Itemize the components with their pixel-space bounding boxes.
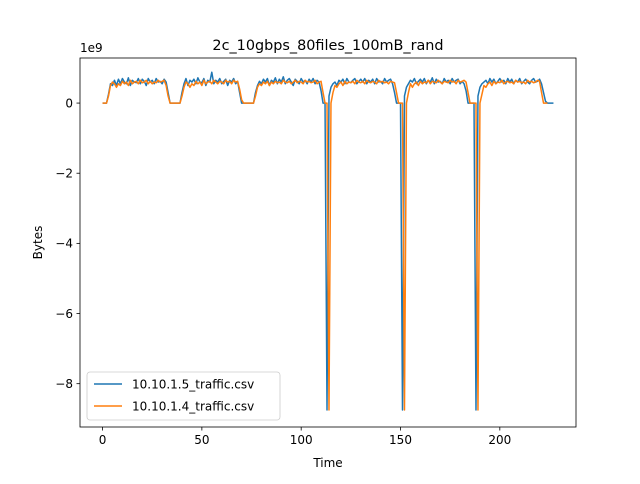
- chart-title: 2c_10gbps_80files_100mB_rand: [212, 38, 443, 54]
- y-tick-label: −8: [55, 377, 73, 391]
- y-axis-ticks: −8 −6 −4 −2 0: [55, 96, 80, 391]
- y-tick-label: −4: [55, 237, 73, 251]
- x-tick-label: 200: [488, 433, 511, 447]
- legend-label-10-10-1-5: 10.10.1.5_traffic.csv: [132, 378, 254, 392]
- y-axis-label: Bytes: [31, 226, 45, 260]
- x-tick-label: 100: [290, 433, 313, 447]
- x-tick-label: 150: [389, 433, 412, 447]
- x-axis-ticks: 0 50 100 150 200: [99, 427, 511, 447]
- legend-frame: [86, 371, 281, 421]
- plot-frame: [79, 57, 577, 428]
- x-tick-label: 0: [99, 433, 107, 447]
- y-tick-label: −2: [55, 167, 73, 181]
- x-axis-label: Time: [312, 456, 342, 470]
- y-tick-label: −6: [55, 307, 73, 321]
- series-layer: [102, 71, 554, 411]
- legend-label-10-10-1-4: 10.10.1.4_traffic.csv: [132, 400, 254, 414]
- y-tick-label: 0: [65, 96, 73, 110]
- legend: 10.10.1.5_traffic.csv 10.10.1.4_traffic.…: [86, 371, 281, 421]
- x-tick-label: 50: [194, 433, 209, 447]
- y-axis-offset-label: 1e9: [80, 41, 103, 55]
- series-line-1: [102, 79, 548, 411]
